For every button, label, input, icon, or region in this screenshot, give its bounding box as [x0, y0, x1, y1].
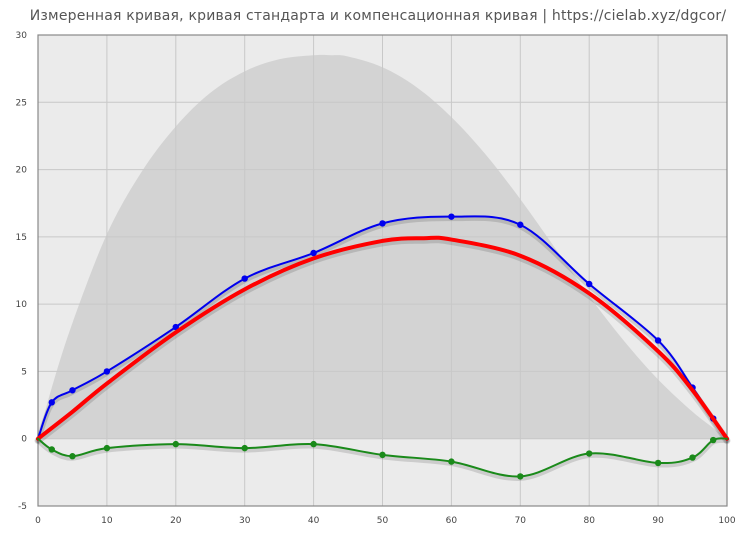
x-tick-label: 20 — [170, 516, 182, 526]
measured-point — [172, 323, 179, 331]
y-tick-label: 30 — [16, 31, 28, 41]
x-tick-label: 30 — [239, 516, 251, 526]
compensation-point — [172, 440, 179, 448]
y-tick-label: 20 — [16, 166, 28, 176]
measured-point — [69, 387, 76, 394]
x-tick-label: 50 — [377, 516, 389, 526]
compensation-point — [241, 444, 248, 452]
y-tick-label: 0 — [21, 435, 27, 445]
x-tick-label: 60 — [446, 516, 458, 526]
measured-point — [517, 221, 524, 228]
x-tick-label: 80 — [583, 516, 595, 526]
compensation-point — [310, 440, 317, 448]
plot-frame — [37, 34, 728, 507]
compensation-point — [103, 444, 111, 452]
y-tick-label: 5 — [21, 367, 27, 377]
standard-line — [36, 235, 729, 441]
x-tick-label: 70 — [515, 516, 527, 526]
y-tick-label: 10 — [16, 300, 28, 310]
x-tick-label: 40 — [308, 516, 320, 526]
x-tick-label: 0 — [35, 516, 41, 526]
y-tick-label: 25 — [16, 98, 27, 108]
measured-point — [103, 368, 111, 375]
chart-title: Измеренная кривая, кривая стандарта и ко… — [29, 8, 727, 24]
compensation-point — [448, 458, 455, 465]
x-tick-label: 100 — [718, 516, 735, 526]
x-tick-label: 90 — [652, 516, 664, 526]
compensation-point — [69, 453, 76, 460]
y-tick-label: 15 — [16, 233, 27, 243]
measured-point — [48, 399, 55, 406]
x-tick-label: 10 — [101, 516, 113, 526]
measured-point — [241, 275, 248, 282]
compensation-point — [379, 451, 386, 459]
compensation-point — [654, 459, 662, 467]
compensation-point — [48, 446, 55, 453]
measured-point — [379, 220, 386, 227]
measured-point — [586, 280, 593, 288]
compensation-point — [586, 450, 593, 457]
measured-point — [654, 337, 662, 344]
compensation-point — [710, 436, 717, 444]
measured-point — [310, 249, 317, 257]
compensation-point — [689, 454, 696, 461]
measured-point — [448, 213, 455, 220]
compensation-point — [517, 473, 524, 480]
y-tick-label: -5 — [18, 502, 27, 512]
